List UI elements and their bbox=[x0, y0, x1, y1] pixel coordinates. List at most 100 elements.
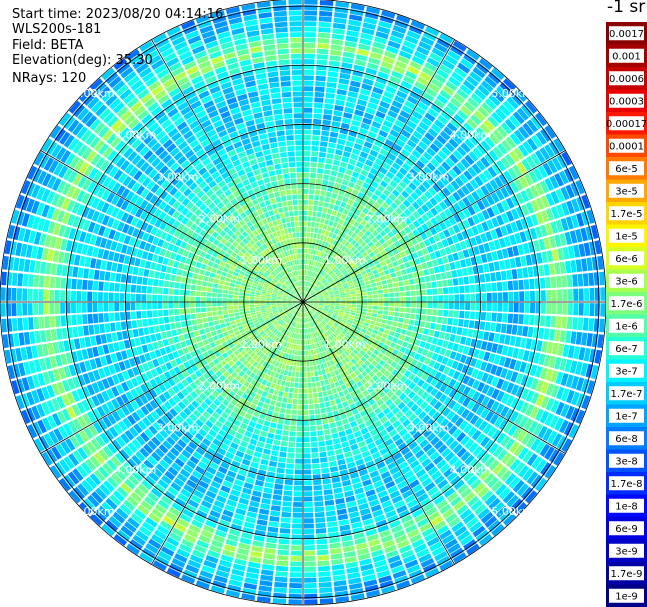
range-bin bbox=[429, 143, 440, 153]
range-bin bbox=[352, 395, 360, 403]
range-bin bbox=[475, 127, 487, 139]
range-bin bbox=[502, 491, 515, 504]
range-bin bbox=[305, 248, 309, 254]
range-bin bbox=[264, 386, 270, 393]
range-bin bbox=[352, 383, 359, 391]
range-bin bbox=[552, 249, 559, 262]
range-bin bbox=[490, 192, 500, 203]
range-bin bbox=[303, 291, 304, 297]
range-bin bbox=[378, 206, 386, 214]
range-bin bbox=[505, 395, 515, 407]
range-bin bbox=[454, 352, 462, 362]
range-bin bbox=[377, 314, 383, 319]
range-bin bbox=[368, 185, 376, 193]
range-bin bbox=[436, 316, 443, 324]
range-bin bbox=[436, 241, 444, 250]
range-bin bbox=[543, 354, 551, 367]
range-bin bbox=[389, 466, 400, 475]
range-bin bbox=[495, 483, 507, 496]
range-bin bbox=[354, 388, 362, 395]
range-bin bbox=[331, 476, 341, 483]
range-bin bbox=[306, 232, 310, 238]
range-bin bbox=[567, 289, 573, 301]
range-bin bbox=[550, 400, 560, 413]
range-bin bbox=[490, 364, 498, 375]
range-bin bbox=[337, 342, 343, 348]
range-bin bbox=[404, 186, 414, 195]
range-bin bbox=[335, 177, 343, 184]
range-bin bbox=[491, 523, 505, 537]
range-bin bbox=[334, 307, 340, 310]
range-bin bbox=[410, 191, 419, 201]
range-bin bbox=[320, 286, 326, 291]
range-bin bbox=[301, 334, 303, 340]
range-bin bbox=[490, 272, 496, 282]
range-bin bbox=[507, 313, 514, 324]
range-bin bbox=[462, 208, 471, 218]
range-bin bbox=[365, 437, 374, 445]
range-bin bbox=[385, 258, 392, 265]
range-bin bbox=[332, 574, 346, 582]
range-bin bbox=[469, 237, 478, 247]
range-bin bbox=[313, 320, 318, 325]
range-bin bbox=[449, 440, 459, 451]
range-bin bbox=[341, 239, 347, 245]
range-bin bbox=[394, 438, 404, 447]
range-bin bbox=[551, 289, 557, 301]
range-bin bbox=[304, 270, 307, 276]
range-bin bbox=[542, 162, 553, 176]
range-bin bbox=[459, 420, 469, 431]
range-bin bbox=[427, 486, 439, 497]
range-bin bbox=[274, 483, 283, 490]
range-bin bbox=[439, 201, 448, 211]
range-bin bbox=[360, 219, 367, 227]
range-bin bbox=[351, 307, 357, 311]
range-bin bbox=[348, 329, 354, 334]
range-bin bbox=[557, 303, 563, 315]
range-bin bbox=[334, 228, 340, 235]
range-bin bbox=[448, 286, 454, 294]
range-bin bbox=[303, 69, 315, 75]
range-bin bbox=[443, 219, 452, 228]
range-bin bbox=[301, 312, 303, 318]
range-bin bbox=[425, 87, 438, 98]
range-bin bbox=[399, 334, 406, 341]
range-bin bbox=[556, 275, 562, 288]
range-bin bbox=[309, 333, 313, 339]
range-bin bbox=[261, 391, 268, 398]
range-bin bbox=[387, 134, 397, 143]
range-bin bbox=[345, 428, 353, 435]
range-bin bbox=[389, 353, 396, 361]
range-bin bbox=[433, 330, 440, 338]
range-bin bbox=[394, 344, 402, 351]
range-bin bbox=[410, 308, 416, 314]
range-bin bbox=[486, 302, 492, 312]
range-bin bbox=[306, 243, 309, 249]
range-bin bbox=[535, 459, 547, 473]
range-bin bbox=[399, 544, 412, 554]
range-bin bbox=[328, 366, 334, 373]
range-bin bbox=[430, 207, 439, 216]
range-bin bbox=[203, 322, 209, 329]
range-bin bbox=[310, 309, 314, 314]
range-bin bbox=[303, 189, 309, 194]
range-bin bbox=[322, 310, 328, 314]
range-bin bbox=[303, 248, 306, 254]
range-bin bbox=[378, 306, 384, 311]
range-bin bbox=[255, 423, 263, 430]
range-bin bbox=[458, 319, 464, 327]
range-bin bbox=[463, 53, 477, 65]
range-bin bbox=[341, 179, 349, 186]
range-bin bbox=[461, 408, 470, 419]
range-bin bbox=[394, 500, 406, 509]
range-bin bbox=[411, 345, 419, 352]
range-bin bbox=[303, 458, 311, 464]
range-bin bbox=[367, 494, 378, 502]
range-bin bbox=[308, 302, 314, 304]
range-bin bbox=[375, 263, 382, 269]
range-bin bbox=[496, 202, 505, 214]
range-bin bbox=[441, 161, 451, 172]
range-bin bbox=[425, 229, 433, 238]
range-bin bbox=[480, 140, 492, 152]
range-bin bbox=[519, 291, 525, 302]
